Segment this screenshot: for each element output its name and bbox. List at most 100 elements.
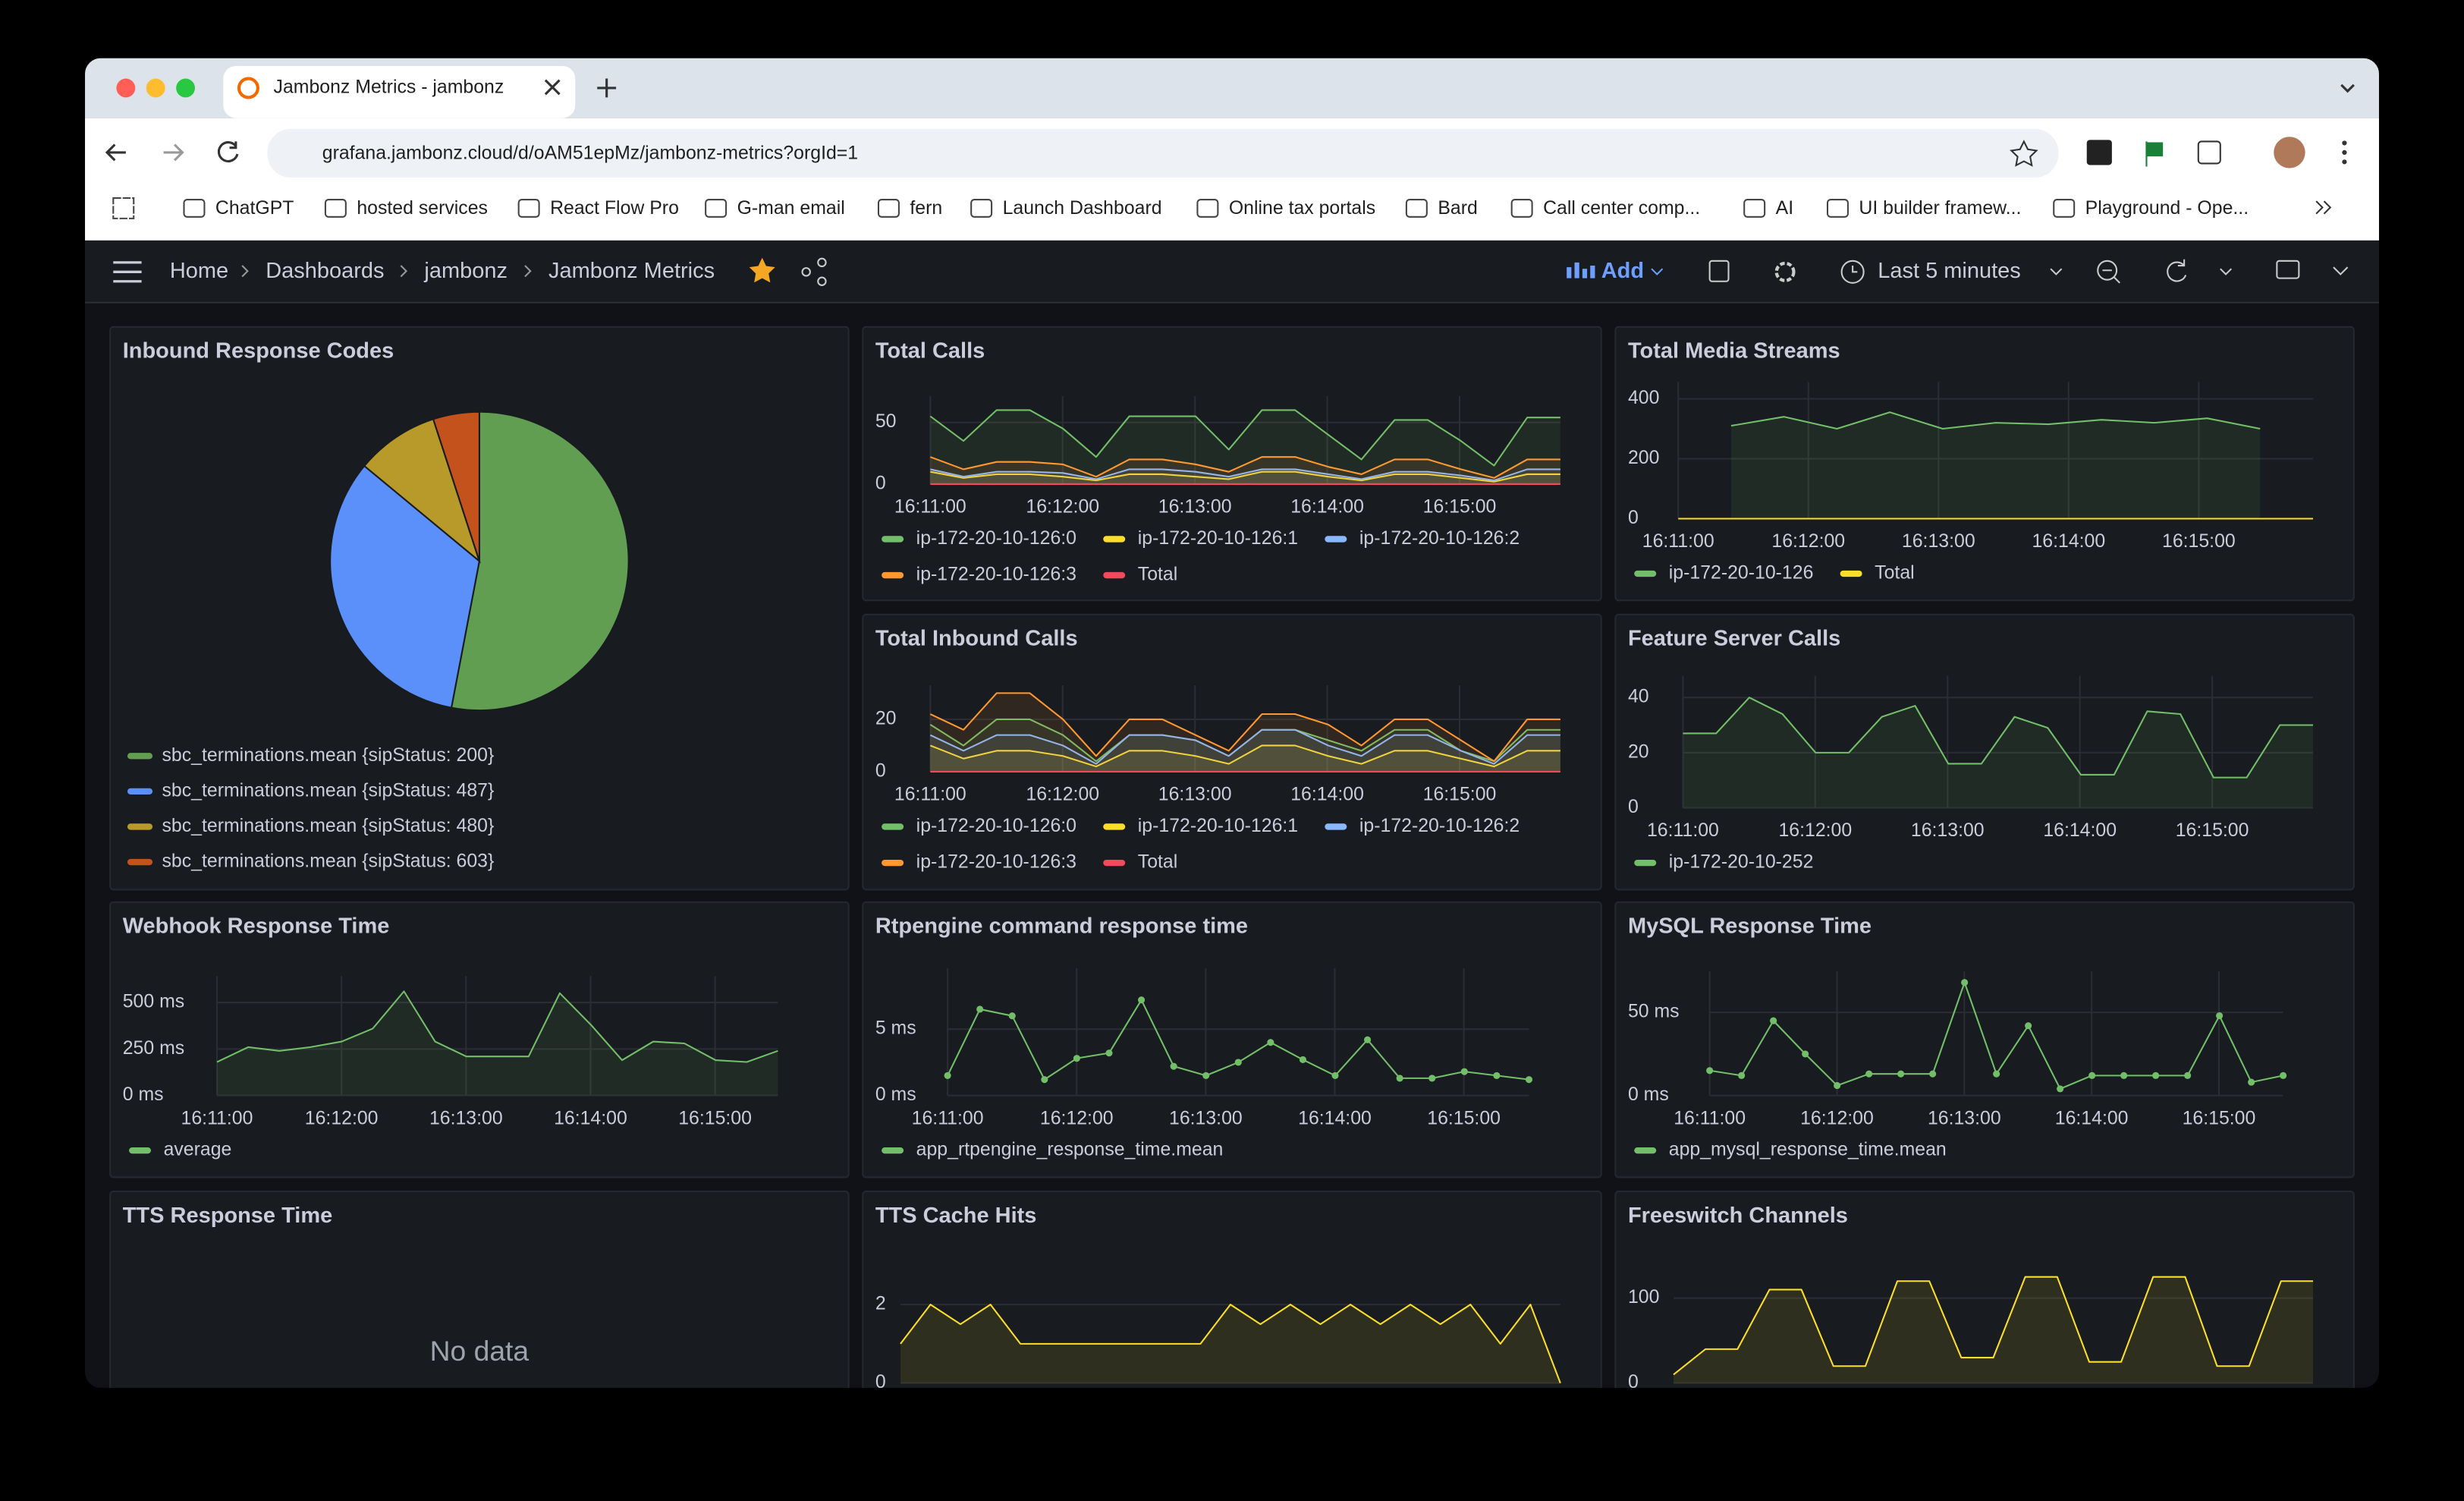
x-tick-label: 16:13:00 [1158,785,1232,805]
bookmark[interactable]: Online tax portals [1229,198,1375,219]
panel: Feature Server Calls0204016:11:0016:12:0… [1615,615,2353,889]
x-tick-label: 16:11:00 [181,1108,253,1128]
x-tick-label: 16:13:00 [1158,497,1232,518]
x-tick-label: 16:15:00 [678,1108,752,1128]
y-tick-label: 500 ms [123,992,184,1012]
bookmark[interactable]: Playground - Ope... [2085,198,2249,219]
y-tick-label: 0 ms [123,1084,164,1105]
x-tick-label: 16:12:00 [1026,497,1099,518]
panel: Inbound Response Codes sbc_terminations.m… [110,327,848,889]
data-point [976,1005,983,1012]
data-point [2152,1072,2159,1079]
x-tick-label: 16:11:00 [1647,820,1719,841]
url[interactable]: grafana.jambonz.cloud/d/oAM51epMz/jambon… [322,143,858,164]
panel-title: MySQL Response Time [1628,914,1872,939]
data-point [1738,1072,1745,1079]
y-tick-label: 250 ms [123,1038,184,1059]
x-tick-label: 16:14:00 [1290,785,1364,805]
time-range[interactable]: Last 5 minutes [1878,259,2021,283]
x-tick-label: 16:14:00 [2055,1108,2129,1128]
x-tick-label: 16:13:00 [1928,1108,2001,1128]
panel: TTS Cache Hits02 [863,1191,1601,1411]
bookmark[interactable]: hosted services [357,198,488,219]
data-point [1526,1076,1532,1083]
x-tick-label: 16:13:00 [1911,820,1985,841]
x-tick-label: 16:12:00 [1771,531,1845,552]
y-tick-label: 200 [1628,448,1659,468]
y-tick-label: 0 [1628,797,1639,817]
bookmark[interactable]: fern [910,198,942,219]
data-point [1428,1075,1435,1081]
data-point [1865,1071,1872,1078]
data-point [1770,1018,1777,1024]
legend-label: app_mysql_response_time.mean [1669,1140,1947,1160]
panel: MySQL Response Time0 ms50 ms16:11:0016:1… [1615,902,2353,1177]
legend-label: app_rtpengine_response_time.mean [916,1140,1224,1160]
bookmark[interactable]: ChatGPT [215,198,294,219]
data-point [1073,1055,1080,1062]
legend-label: ip-172-20-10-126 [1669,563,1814,584]
x-tick-label: 16:15:00 [1423,497,1497,518]
y-tick-label: 0 ms [875,1084,916,1105]
data-point [1493,1072,1500,1079]
breadcrumb[interactable]: Dashboards [266,259,384,283]
bookmark[interactable]: AI [1776,198,1793,219]
bookmark[interactable]: React Flow Pro [550,198,679,219]
dashboard: Inbound Response Codes sbc_terminations.m… [110,327,2354,1411]
data-point [1397,1075,1403,1081]
legend-label: Total [1875,563,1914,584]
x-tick-label: 16:13:00 [1902,531,1975,552]
panel-title: Rtpengine command response time [875,914,1248,939]
y-tick-label: 20 [1628,741,1649,762]
data-point [1897,1071,1904,1078]
legend-label: ip-172-20-10-126:1 [1138,528,1298,549]
x-tick-label: 16:15:00 [1427,1108,1501,1128]
panel-title: Webhook Response Time [123,914,390,939]
bookmark[interactable]: G-man email [737,198,845,219]
panel-title: Inbound Response Codes [123,339,394,363]
data-point [1041,1076,1048,1083]
tab-title[interactable]: Jambonz Metrics - jambonz [274,77,504,98]
data-point [1331,1072,1338,1079]
data-point [1961,979,1968,986]
x-tick-label: 16:14:00 [1298,1108,1372,1128]
legend-label: ip-172-20-10-126:0 [916,528,1076,549]
y-tick-label: 0 [875,473,886,493]
y-tick-label: 0 [875,761,886,782]
y-tick-label: 20 [875,708,897,728]
x-tick-label: 16:14:00 [554,1108,627,1128]
data-point [2088,1072,2095,1079]
x-tick-label: 16:13:00 [1169,1108,1243,1128]
data-point [1461,1068,1468,1075]
breadcrumb[interactable]: Home [170,259,228,283]
x-tick-label: 16:15:00 [2162,531,2236,552]
x-tick-label: 16:14:00 [2043,820,2117,841]
bookmark[interactable]: Call center comp... [1543,198,1700,219]
data-point [1802,1050,1809,1057]
data-point [2025,1022,2032,1029]
y-tick-label: 40 [1628,687,1649,707]
x-tick-label: 16:15:00 [2176,820,2249,841]
area-fill [1731,412,2260,518]
legend-label: sbc_terminations.mean {sipStatus: 480} [162,816,495,836]
y-tick-label: 0 ms [1628,1084,1669,1105]
x-tick-label: 16:13:00 [429,1108,503,1128]
legend-label: sbc_terminations.mean {sipStatus: 603} [162,851,495,872]
data-point [2184,1072,2191,1079]
x-tick-label: 16:12:00 [1778,820,1852,841]
bookmark[interactable]: Launch Dashboard [1003,198,1162,219]
breadcrumb[interactable]: jambonz [423,259,508,283]
x-tick-label: 16:11:00 [894,497,966,518]
x-tick-label: 16:12:00 [305,1108,379,1128]
bookmark[interactable]: Bard [1438,198,1477,219]
data-point [2248,1079,2255,1086]
legend-label: ip-172-20-10-126:3 [916,565,1076,585]
bookmark[interactable]: UI builder framew... [1859,198,2021,219]
data-point [944,1072,951,1079]
add-button[interactable]: Add [1601,259,1644,283]
data-point [1009,1012,1016,1019]
legend-label: average [164,1140,232,1160]
x-tick-label: 16:15:00 [2183,1108,2256,1128]
panel-title: TTS Cache Hits [875,1204,1037,1228]
